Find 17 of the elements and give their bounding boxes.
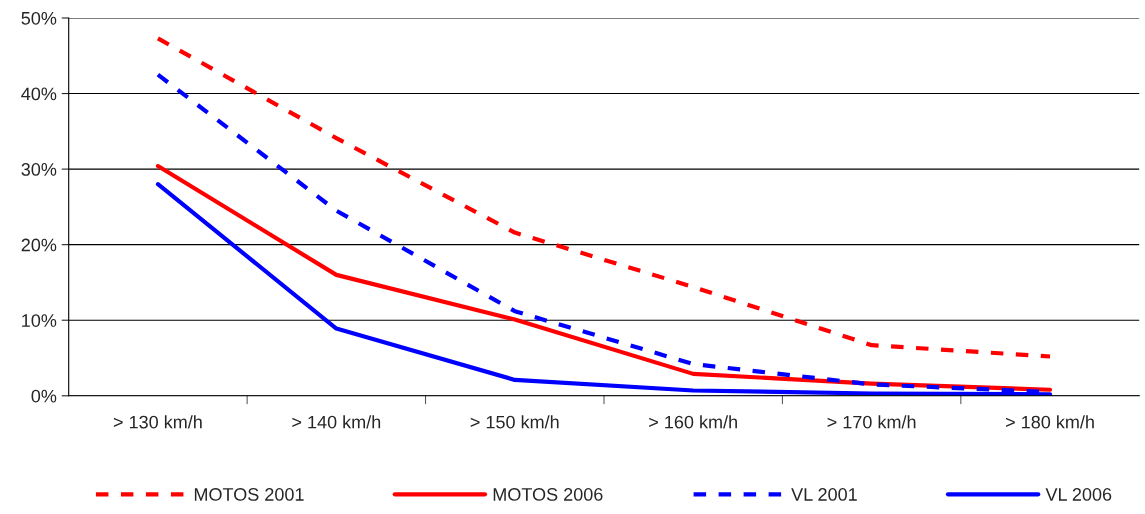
y-tick-label: 30% (21, 163, 57, 176)
legend-label: VL 2001 (791, 488, 857, 501)
legend-label: MOTOS 2006 (493, 488, 603, 501)
x-tick-label: > 140 km/h (292, 415, 381, 429)
line-series (155, 36, 1053, 359)
y-tick-label: 10% (22, 314, 57, 327)
y-tick-label: 0% (31, 389, 57, 403)
x-tick-label: > 180 km/h (1006, 415, 1094, 429)
legend-label: VL 2006 (1045, 488, 1112, 501)
legend-label: MOTOS 2001 (194, 488, 304, 501)
x-tick-label: > 160 km/h (649, 415, 737, 429)
x-tick-label: > 130 km/h (113, 415, 202, 429)
x-tick-label: > 170 km/h (827, 415, 916, 429)
x-tick-label: > 150 km/h (470, 415, 559, 429)
y-tick-label: 50% (21, 11, 57, 25)
y-tick-label: 20% (21, 238, 57, 252)
y-tick-label: 40% (21, 87, 57, 101)
